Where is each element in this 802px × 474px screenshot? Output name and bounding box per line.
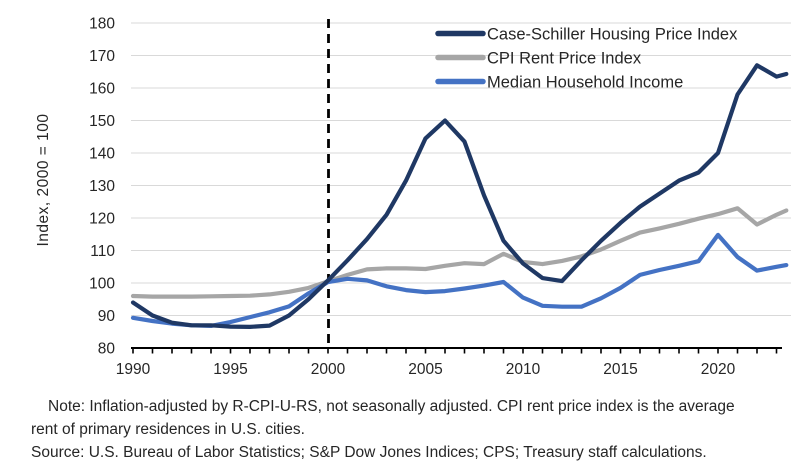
x-tick-label: 2020 bbox=[701, 361, 736, 378]
legend-label-median-household-income: Median Household Income bbox=[487, 73, 683, 91]
figure-notes: Note: Inflation-adjusted by R-CPI-U-RS, … bbox=[31, 395, 735, 465]
series-line-cpi-rent-price-index bbox=[130, 206, 789, 299]
y-tick-label: 120 bbox=[89, 211, 115, 228]
y-tick-label: 100 bbox=[89, 276, 115, 293]
y-tick-label: 80 bbox=[98, 341, 116, 358]
y-tick-label: 150 bbox=[89, 113, 115, 130]
legend-label-cpi-rent-price-index: CPI Rent Price Index bbox=[487, 49, 642, 67]
x-tick-label: 2000 bbox=[311, 361, 346, 378]
y-tick-label: 90 bbox=[98, 308, 116, 325]
y-tick-label: 170 bbox=[89, 48, 115, 65]
series-line-case-schiller-housing-price-index bbox=[130, 63, 789, 329]
x-tick-label: 2005 bbox=[408, 361, 442, 378]
note-text-line1: Note: Inflation-adjusted by R-CPI-U-RS, … bbox=[48, 398, 735, 415]
legend-label-case-schiller-housing-price-index: Case-Schiller Housing Price Index bbox=[487, 25, 738, 43]
y-tick-label: 180 bbox=[89, 16, 115, 33]
line-chart: 1990 1995 2000 2005 2010 2015 2020 80 90 100 110 12… bbox=[35, 16, 791, 378]
x-tick-label: 1995 bbox=[213, 361, 247, 378]
x-tick-label: 2015 bbox=[603, 361, 637, 378]
x-tick-label: 2010 bbox=[506, 361, 541, 378]
x-tick-label: 1990 bbox=[116, 361, 151, 378]
y-tick-label: 140 bbox=[89, 146, 115, 163]
y-tick-label: 130 bbox=[89, 178, 115, 195]
y-tick-label: 110 bbox=[90, 243, 115, 260]
source-text: Source: U.S. Bureau of Labor Statistics;… bbox=[31, 444, 707, 462]
note-text-line2: rent of primary residences in U.S. citie… bbox=[31, 421, 305, 439]
y-tick-label: 160 bbox=[89, 81, 115, 98]
series-line-median-household-income bbox=[130, 232, 789, 328]
y-axis-title: Index, 2000 = 100 bbox=[35, 113, 52, 246]
